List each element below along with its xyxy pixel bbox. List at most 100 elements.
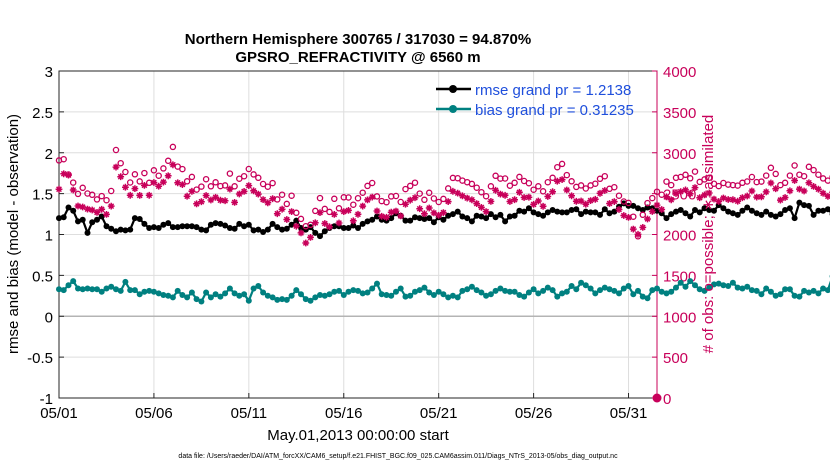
possible-point (501, 175, 509, 182)
bias-point (454, 294, 461, 301)
bias-point (212, 291, 219, 298)
bias-point (487, 291, 494, 298)
bias-point (563, 288, 570, 295)
assimilated-point (107, 202, 115, 210)
y-tick-label-left: -1 (40, 391, 53, 408)
bias-point (255, 283, 262, 289)
rmse-point (250, 227, 257, 234)
assimilated-point (558, 176, 566, 183)
bias-point (193, 296, 200, 303)
assimilated-point (658, 206, 666, 213)
rmse-point (668, 211, 675, 218)
bias-point (540, 287, 547, 294)
rmse-point (711, 207, 717, 214)
possible-point (592, 180, 599, 187)
rmse-point (122, 227, 129, 234)
assimilated-point (264, 199, 272, 207)
bias-point (473, 287, 480, 294)
assimilated-point (724, 196, 732, 203)
bias-point (729, 279, 736, 286)
data-series (55, 143, 830, 305)
assimilated-point (710, 195, 718, 203)
rmse-point (663, 215, 670, 222)
possible-point (549, 174, 556, 182)
bias-point (459, 287, 466, 294)
bias-point (649, 287, 656, 294)
assimilated-point (221, 197, 229, 205)
assimilated-point (250, 187, 257, 195)
assimilated-point (117, 173, 125, 181)
possible-point (530, 186, 537, 193)
rmse-point (212, 220, 219, 227)
bias-point (820, 285, 827, 292)
bias-point (644, 295, 651, 302)
bias-point (217, 293, 224, 300)
possible-point (558, 160, 566, 168)
rmse-point (706, 207, 713, 213)
rmse-point (203, 227, 210, 234)
assimilated-point (321, 220, 329, 227)
bias-point (75, 285, 81, 292)
bias-point (592, 290, 599, 297)
possible-point (435, 198, 442, 206)
possible-point (103, 196, 110, 204)
bias-point (326, 291, 333, 298)
assimilated-point (335, 219, 343, 227)
rmse-point (245, 221, 252, 228)
bias-point (264, 292, 271, 299)
bias-point (606, 286, 613, 293)
rmse-point (506, 213, 513, 220)
bias-point (786, 286, 793, 293)
assimilated-point (202, 192, 210, 199)
possible-point (596, 175, 604, 183)
rmse-point (606, 210, 613, 217)
rmse-point (79, 216, 86, 223)
bias-point (430, 292, 437, 298)
assimilated-point (539, 202, 547, 210)
rmse-point (155, 225, 162, 231)
assimilated-point (368, 193, 376, 201)
possible-point (183, 178, 191, 185)
bias-point (407, 292, 414, 299)
rmse-point (94, 216, 100, 223)
bias-point (711, 281, 717, 288)
rmse-point (412, 214, 418, 221)
possible-point (155, 172, 162, 179)
rmse-point (454, 208, 461, 215)
bias-point (530, 286, 537, 293)
possible-point (615, 192, 623, 199)
y-tick-label-left: -0.5 (27, 350, 53, 367)
bias-point (160, 292, 167, 298)
assimilated-point (174, 179, 182, 187)
rmse-point (568, 207, 575, 213)
rmse-point (150, 224, 157, 231)
assimilated-point (729, 196, 737, 204)
assimilated-point (648, 208, 656, 215)
assimilated-point (606, 200, 613, 207)
rmse-point (136, 216, 143, 222)
assimilated-point (212, 193, 219, 201)
rmse-point (805, 202, 812, 209)
possible-point (601, 172, 609, 180)
assimilated-point (796, 185, 803, 193)
assimilated-point (235, 190, 243, 198)
assimilated-point (591, 195, 599, 203)
bias-point (179, 292, 186, 298)
bias-point (198, 298, 205, 305)
bias-point (155, 290, 162, 297)
possible-point (715, 182, 722, 190)
bias-point (269, 294, 276, 301)
possible-point (696, 178, 703, 186)
bias-point (549, 287, 556, 294)
bias-point (521, 293, 528, 300)
rmse-point (810, 211, 817, 218)
rmse-point (416, 215, 423, 222)
y-tick-label-left: 1 (45, 228, 53, 245)
assimilated-point (520, 194, 528, 201)
possible-point (563, 171, 571, 179)
assimilated-point (487, 198, 495, 205)
rmse-point (117, 226, 124, 233)
possible-point (506, 182, 514, 189)
rmse-point (820, 207, 827, 214)
assimilated-point (791, 177, 798, 184)
